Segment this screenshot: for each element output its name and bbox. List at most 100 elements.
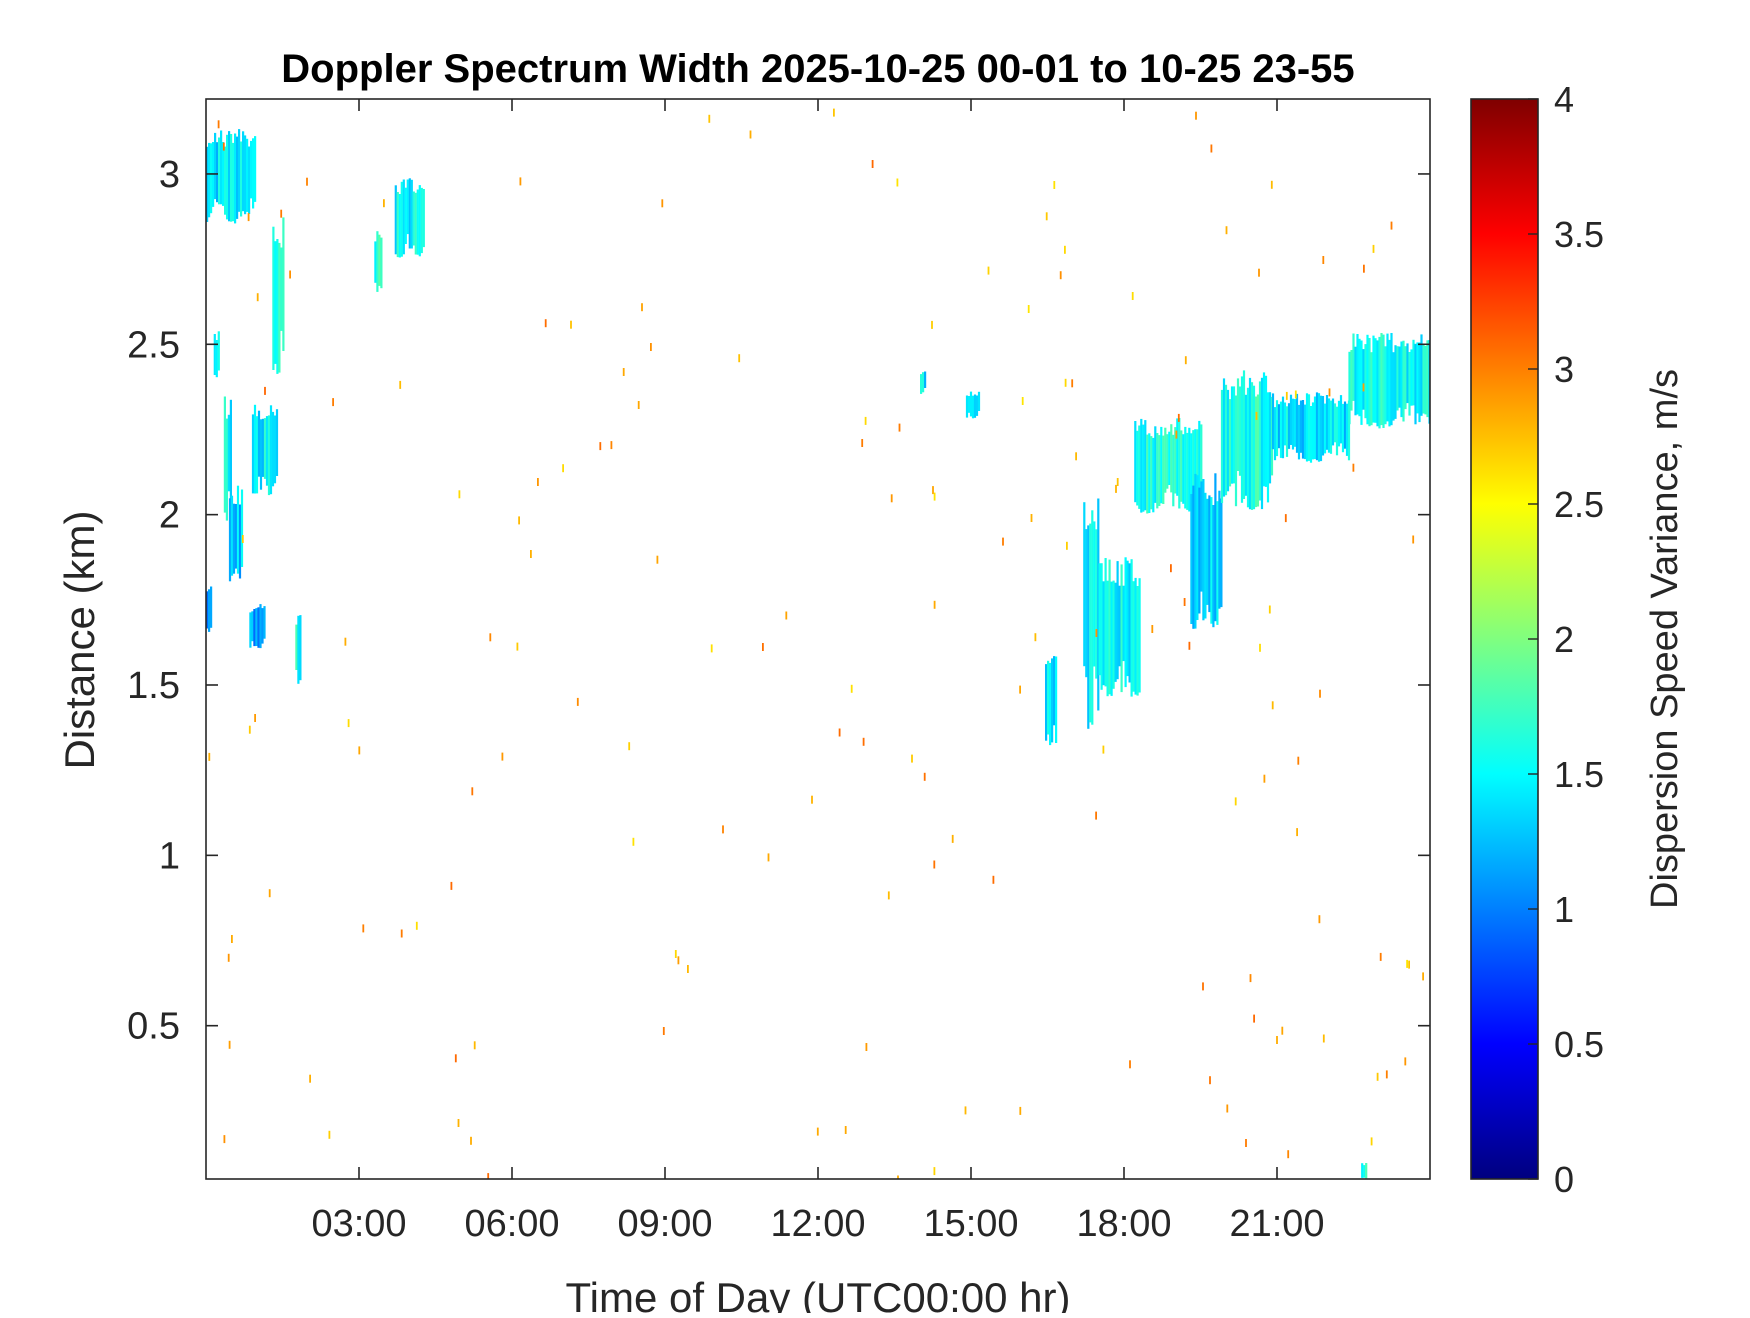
noise-cell [241, 535, 244, 543]
noise-cell [306, 177, 308, 186]
noise-cell [933, 492, 936, 501]
noise-cell [1195, 111, 1197, 120]
heatmap-cell [394, 185, 397, 255]
noise-cell [992, 875, 995, 884]
chart-title: Doppler Spectrum Width 2025-10-25 00-01 … [281, 47, 1354, 91]
x-tick-label: 06:00 [464, 1203, 559, 1245]
heatmap-cell [1218, 490, 1221, 609]
heatmap-cell [1144, 420, 1147, 511]
heatmap-region [1220, 370, 1274, 510]
heatmap-cell [1049, 662, 1052, 746]
colorbar-tick-label: 4 [1554, 79, 1574, 120]
noise-cell [811, 795, 813, 804]
heatmap-cell [920, 374, 923, 394]
heatmap-cell [422, 189, 425, 248]
noise-cell [264, 386, 266, 395]
heatmap-cell [1279, 401, 1283, 458]
heatmap-cell [1124, 557, 1127, 688]
noise-cell [628, 742, 631, 751]
noise-cell [1270, 180, 1273, 189]
noise-cell [518, 516, 520, 525]
heatmap-cell [1293, 399, 1297, 447]
heatmap-cell [249, 612, 252, 648]
heatmap-cell [227, 414, 230, 492]
heatmap-cell [1414, 343, 1417, 425]
noise-cell [1021, 397, 1024, 405]
noise-cell [415, 921, 418, 930]
noise-cell [722, 825, 724, 834]
heatmap-cell [1404, 346, 1407, 410]
heatmap-region [1361, 1163, 1368, 1179]
heatmap-cell [1182, 434, 1185, 504]
heatmap-cell [272, 226, 275, 370]
y-tick-label: 1 [159, 835, 180, 877]
heatmap-cell [1210, 497, 1213, 624]
heatmap-cell [1361, 1163, 1364, 1178]
noise-cell [1066, 541, 1068, 550]
heatmap-cell [251, 611, 254, 642]
heatmap-data-layer [206, 129, 1430, 1179]
heatmap-cell [1156, 433, 1159, 509]
noise-cell [400, 929, 403, 938]
noise-cell [599, 442, 602, 451]
heatmap-region [965, 391, 981, 419]
heatmap-cell [1136, 586, 1139, 696]
noise-cell [850, 684, 853, 693]
heatmap-cell [1303, 404, 1307, 460]
noise-cell [864, 416, 867, 425]
colorbar-tick-label: 2.5 [1554, 484, 1604, 525]
noise-cell [1268, 605, 1271, 614]
heatmap-cell [1093, 521, 1096, 667]
noise-cell [1296, 828, 1298, 837]
heatmap-cell [1236, 378, 1240, 471]
heatmap-cell [376, 231, 379, 292]
heatmap-cell [220, 130, 223, 205]
heatmap-region [920, 371, 927, 394]
noise-cell [1210, 144, 1213, 153]
noise-cell [1209, 1076, 1211, 1085]
heatmap-cell [218, 137, 221, 205]
heatmap-cell [1083, 502, 1086, 667]
heatmap-cell [1275, 400, 1279, 457]
noise-cell [222, 142, 225, 151]
noise-cell [1362, 383, 1365, 392]
heatmap-cell [1356, 334, 1359, 415]
heatmap-cell [240, 489, 244, 567]
heatmap-cell [1138, 578, 1141, 693]
heatmap-cell [222, 142, 225, 206]
heatmap-region [251, 404, 279, 496]
heatmap-cell [1118, 585, 1121, 667]
noise-cell [1175, 430, 1178, 439]
heatmap-cell [1110, 581, 1113, 696]
heatmap-cell [1301, 400, 1305, 459]
colorbar-tick-label: 1 [1554, 889, 1574, 930]
heatmap-cell [267, 415, 271, 496]
heatmap-cell [1317, 393, 1321, 462]
noise-cell [762, 643, 764, 651]
noise-cell [328, 1130, 331, 1139]
heatmap-cell [1418, 342, 1421, 423]
noise-cell [1075, 452, 1077, 461]
heatmap-cell [236, 485, 240, 574]
heatmap-cell [1252, 385, 1256, 510]
heatmap-cell [206, 146, 209, 222]
heatmap-cell [282, 217, 285, 351]
heatmap-cell [1230, 386, 1234, 484]
noise-cell [1263, 774, 1266, 783]
heatmap-cell [1392, 352, 1395, 421]
heatmap-cell [1216, 501, 1219, 625]
heatmap-cell [1238, 386, 1242, 476]
x-tick-label: 18:00 [1076, 1203, 1171, 1245]
x-tick-label: 09:00 [617, 1203, 712, 1245]
noise-cell [471, 787, 474, 796]
heatmap-cell [1047, 660, 1050, 735]
heatmap-region [223, 396, 232, 529]
heatmap-cell [1102, 581, 1105, 686]
heatmap-region [1134, 418, 1203, 514]
y-axis-label: Distance (km) [56, 510, 103, 769]
heatmap-cell [1358, 338, 1361, 417]
noise-cell [1363, 264, 1365, 273]
noise-cell [933, 600, 936, 609]
noise-cell [708, 114, 711, 123]
heatmap-cell [1108, 559, 1111, 695]
